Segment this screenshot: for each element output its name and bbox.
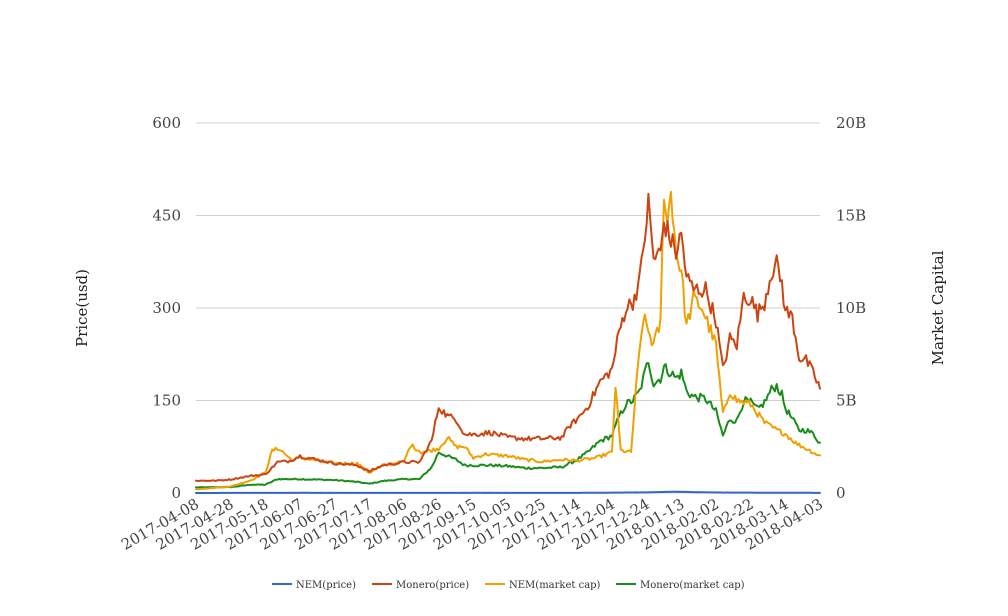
y-axis-title: Price(usd) [73, 269, 91, 347]
y-tick-label: 0 [171, 484, 181, 502]
y-tick-label: 150 [152, 392, 181, 410]
legend-label: Monero(price) [396, 580, 469, 591]
series-line-monero-market-cap [196, 363, 820, 487]
series-line-monero-price [196, 194, 820, 481]
y-tick-label: 300 [152, 299, 181, 317]
series-line-nem-price [196, 492, 820, 493]
y2-tick-label: 20B [836, 114, 866, 132]
legend-item: NEM(market cap) [485, 580, 601, 591]
series-layer [196, 192, 820, 493]
x-axis-ticks: 2017-04-082017-04-282017-05-182017-06-07… [118, 495, 826, 554]
y-tick-label: 600 [152, 114, 181, 132]
y2-tick-label: 15B [836, 207, 866, 225]
right-axis-ticks: 0 5B 10B 15B 20B [836, 114, 866, 502]
legend-item: NEM(price) [272, 580, 356, 591]
legend-item: Monero(market cap) [616, 580, 745, 591]
y2-tick-label: 5B [836, 392, 857, 410]
legend-label: NEM(market cap) [509, 580, 601, 591]
series-line-nem-market-cap [196, 192, 820, 490]
y2-axis-title: Market Capital [929, 250, 947, 365]
legend-label: NEM(price) [296, 580, 356, 591]
legend-label: Monero(market cap) [640, 580, 745, 591]
y-tick-label: 450 [152, 207, 181, 225]
legend: NEM(price) Monero(price) NEM(market cap) Mo… [272, 580, 745, 591]
legend-item: Monero(price) [372, 580, 469, 591]
y2-tick-label: 10B [836, 299, 866, 317]
left-axis-ticks: 0 150 300 450 600 [152, 114, 181, 502]
y2-tick-label: 0 [836, 484, 846, 502]
